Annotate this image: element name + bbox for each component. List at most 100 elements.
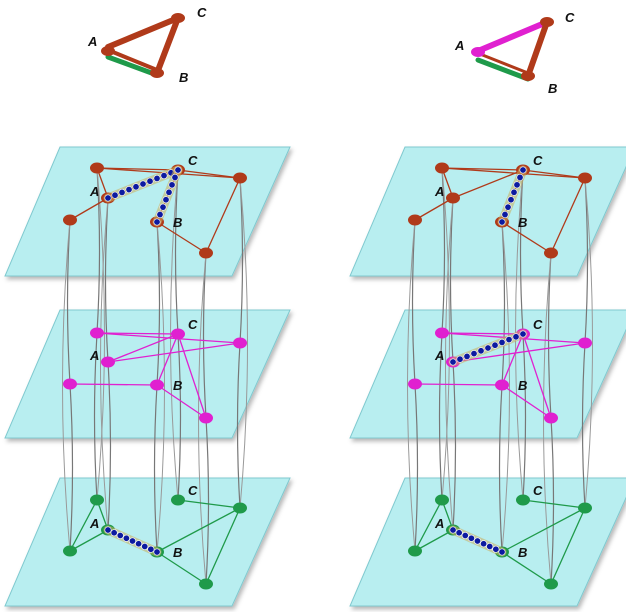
- layer-edge: [177, 499, 241, 509]
- interlayer-link: [501, 221, 510, 553]
- layer-edge: [205, 507, 241, 585]
- label-a: A: [89, 184, 99, 199]
- interlayer-link: [407, 219, 416, 552]
- interlayer-links: [407, 167, 593, 585]
- layer-edge: [452, 342, 586, 363]
- interlayer-link: [581, 342, 586, 509]
- layer-edge: [177, 333, 207, 419]
- layer-edge: [205, 177, 241, 254]
- path-dot: [519, 330, 527, 338]
- path-dot: [146, 177, 154, 185]
- interlayer-link: [239, 177, 248, 509]
- node-o3: [233, 172, 247, 184]
- interlayer-link: [153, 384, 158, 553]
- node-a: [446, 192, 460, 204]
- node-o2: [63, 214, 77, 226]
- node-a: [101, 46, 115, 56]
- path-dot: [139, 180, 147, 188]
- label-a: A: [434, 184, 444, 199]
- interlayer-link: [104, 197, 109, 363]
- layer-edge: [501, 333, 524, 386]
- interlayer-link: [522, 333, 527, 501]
- edge-ab: [475, 57, 531, 82]
- interlayer-link: [174, 169, 179, 335]
- node-o4: [199, 247, 213, 259]
- node-o4: [544, 578, 558, 590]
- interlayer-link: [205, 417, 210, 585]
- interlayer-link: [411, 219, 416, 385]
- interlayer-link: [93, 332, 98, 501]
- node-b: [495, 379, 509, 391]
- interlayer-link: [66, 219, 71, 385]
- legend-triangle-left: A C B: [87, 5, 207, 85]
- node-c: [516, 494, 530, 506]
- path-dot: [505, 336, 513, 344]
- interlayer-link: [62, 219, 71, 552]
- node-o3: [578, 337, 592, 349]
- path-dot: [492, 545, 500, 553]
- node-c: [540, 17, 554, 27]
- layer-edge: [156, 384, 207, 419]
- path-dots: [497, 165, 528, 227]
- label-c: C: [197, 5, 207, 20]
- path-dot: [174, 166, 182, 174]
- label-c: C: [188, 317, 198, 332]
- layer-edge: [522, 333, 552, 419]
- interlayer-link: [445, 197, 454, 531]
- node-a: [471, 47, 485, 57]
- label-a: A: [89, 516, 99, 531]
- path-dots: [448, 329, 528, 367]
- layer-edge: [107, 333, 179, 363]
- interlayer-link: [543, 252, 552, 585]
- label-a: A: [87, 34, 97, 49]
- label-b: B: [173, 378, 182, 393]
- path-dot: [147, 545, 155, 553]
- label-c: C: [188, 483, 198, 498]
- path-dot: [480, 540, 488, 548]
- node-o3: [578, 172, 592, 184]
- path-dot: [171, 173, 179, 181]
- label-b: B: [179, 70, 188, 85]
- label-a: A: [434, 348, 444, 363]
- path-dot: [132, 183, 140, 191]
- path-dot: [159, 203, 167, 211]
- interlayer-link: [156, 221, 165, 553]
- node-o4: [199, 412, 213, 424]
- path-dot: [153, 218, 161, 226]
- layer-edge: [441, 167, 524, 171]
- interlayer-link: [438, 332, 443, 501]
- layer-middle: A B C: [63, 317, 247, 424]
- layer-edge: [156, 551, 207, 585]
- path-dot: [512, 333, 520, 341]
- interlayer-link: [170, 169, 179, 501]
- node-o2: [63, 378, 77, 390]
- interlayer-link: [156, 221, 161, 386]
- path-dot: [449, 526, 457, 534]
- path-dots: [103, 525, 162, 557]
- plane-bottom: [4, 477, 291, 607]
- node-b: [521, 71, 535, 81]
- path-dot: [484, 344, 492, 352]
- node-c: [171, 494, 185, 506]
- path-dot: [111, 191, 119, 199]
- path-dot: [513, 181, 521, 189]
- path-dot: [118, 188, 126, 196]
- edge-ac: [475, 19, 550, 54]
- node-o2: [408, 214, 422, 226]
- layer-edge: [550, 507, 586, 585]
- node-c: [171, 13, 185, 23]
- path-dot: [463, 352, 471, 360]
- edge-ac: [105, 15, 181, 50]
- label-a: A: [434, 516, 444, 531]
- node-o3: [233, 337, 247, 349]
- node-o1: [435, 494, 449, 506]
- label-c: C: [565, 10, 575, 25]
- node-c: [171, 328, 185, 340]
- path-dot: [486, 542, 494, 550]
- layer-edge: [414, 383, 503, 386]
- path-dot: [135, 540, 143, 548]
- path-dot: [162, 196, 170, 204]
- node-o4: [544, 412, 558, 424]
- node-o2: [408, 545, 422, 557]
- layer-edge: [501, 221, 552, 254]
